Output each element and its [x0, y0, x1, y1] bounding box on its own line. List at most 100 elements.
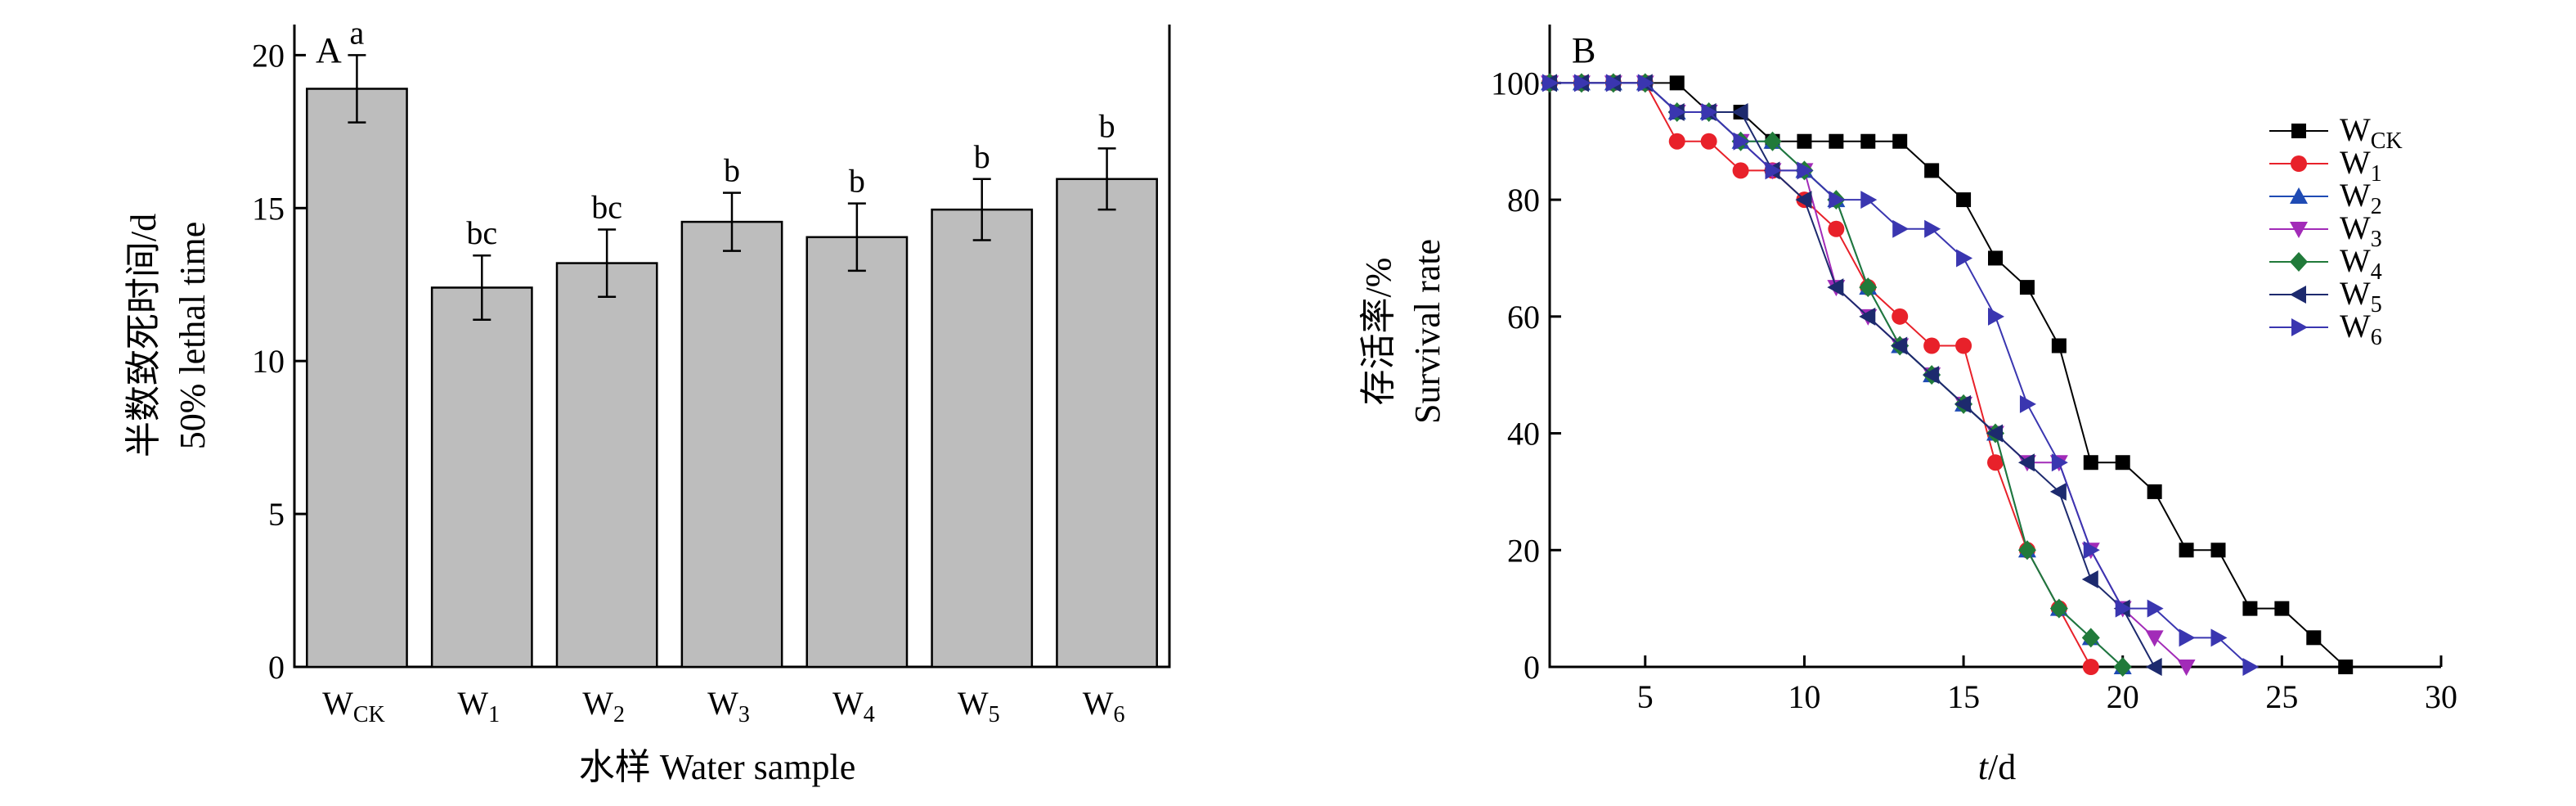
legend-label-W5-sub: 5 [2371, 292, 2382, 317]
x-tick-label-a-W4-sub: 4 [864, 702, 875, 727]
point-WCK-14 [1988, 250, 2003, 266]
point-W6-19 [2147, 599, 2164, 618]
legend-label-W4-main: W [2340, 242, 2371, 279]
point-W6-3 [1637, 74, 1654, 92]
point-W1-17 [2082, 659, 2099, 675]
x-tick-label-a-W6-main: W [1083, 685, 1114, 722]
legend-marker-W5 [2290, 286, 2306, 304]
point-W6-10 [1860, 191, 1878, 209]
bar-W6 [1056, 178, 1158, 669]
bar-W3 [680, 220, 783, 669]
point-W6-17 [2083, 541, 2100, 560]
point-WCK-11 [1892, 133, 1908, 149]
x-tick-label-a-W5-sub: 5 [989, 702, 1000, 727]
x-tick-label-b-5: 5 [1637, 678, 1654, 715]
point-W4-16 [2049, 598, 2068, 619]
point-W5-17 [2081, 570, 2098, 588]
point-W5-9 [1827, 278, 1844, 297]
point-W6-11 [1892, 219, 1910, 238]
legend-label-W3-sub: 3 [2371, 227, 2382, 252]
x-tick-label-a-W3: W3 [707, 685, 750, 727]
x-tick-label-a-W6-sub: 6 [1113, 702, 1124, 727]
point-W6-22 [2242, 658, 2260, 676]
significance-label-W3: b [724, 152, 740, 189]
point-WCK-23 [2274, 601, 2290, 616]
x-axis-title-b-italic: t [1978, 747, 1990, 787]
legend-label-W6: W6 [2340, 308, 2382, 350]
legend-label-WCK-sub: CK [2371, 128, 2403, 154]
point-WCK-21 [2210, 543, 2226, 558]
x-tick-label-a-WCK-main: W [322, 685, 353, 722]
point-W1-11 [1892, 308, 1909, 325]
legend-marker-WCK [2291, 124, 2306, 138]
bar-W1 [430, 286, 533, 669]
point-WCK-8 [1797, 133, 1812, 149]
legend-label-W3-main: W [2340, 209, 2371, 246]
y-tick-label-a-20: 20 [252, 37, 285, 74]
legend-label-W5-main: W [2340, 275, 2371, 312]
line-chart-panel-b: B 存活率/% Survival rate t/d 0 20 40 60 80 100 5 1… [1358, 25, 2457, 787]
y-axis-title-en-b: Survival rate [1407, 239, 1447, 424]
point-W3-20 [2177, 660, 2196, 676]
point-W6-5 [1701, 103, 1718, 122]
legend-marker-W6 [2291, 318, 2308, 336]
point-W5-11 [1891, 336, 1908, 355]
x-tick-label-a-W3-main: W [707, 685, 738, 722]
x-tick-label-a-W6: W6 [1083, 685, 1125, 727]
legend-label-W4-sub: 4 [2371, 259, 2382, 285]
point-W5-10 [1859, 307, 1876, 326]
point-W6-18 [2115, 599, 2132, 618]
legend-label-W6-sub: 6 [2371, 325, 2382, 350]
point-W6-4 [1669, 103, 1686, 122]
y-tick-label-b-20: 20 [1507, 532, 1540, 569]
point-W1-4 [1668, 133, 1685, 150]
point-WCK-25 [2338, 660, 2354, 674]
point-W6-14 [1988, 307, 2004, 326]
x-tick-label-b-15: 15 [1947, 678, 1980, 715]
panel-label-a: A [316, 30, 342, 70]
point-W4-18 [2113, 657, 2132, 677]
x-tick-label-a-W1-sub: 1 [488, 702, 500, 727]
x-tick-label-a-W5: W5 [958, 685, 1000, 727]
x-tick-label-a-W1-main: W [457, 685, 488, 722]
x-tick-label-a-W4: W4 [832, 685, 875, 727]
point-W5-12 [1923, 366, 1940, 385]
point-WCK-18 [2115, 455, 2130, 471]
point-W5-19 [2145, 658, 2162, 676]
point-W4-15 [2017, 540, 2036, 561]
point-W5-6 [1731, 103, 1748, 122]
series-line-WCK [1550, 82, 2346, 668]
x-tick-label-b-25: 25 [2265, 678, 2298, 715]
y-tick-label-a-0: 0 [268, 649, 285, 686]
significance-label-W2: bc [591, 188, 622, 225]
legend-label-W1: W1 [2340, 144, 2382, 187]
legend-label-W6-main: W [2340, 308, 2371, 344]
y-axis-title-cn-a: 半数致死时间/d [123, 214, 164, 457]
x-axis-title-b-unit: /d [1988, 747, 2016, 787]
y-tick-label-a-15: 15 [252, 190, 285, 227]
point-W4-7 [1763, 131, 1782, 151]
x-tick-label-b-30: 30 [2425, 678, 2457, 715]
point-W6-9 [1829, 191, 1846, 209]
point-W6-8 [1797, 161, 1814, 180]
legend-label-W2: W2 [2340, 177, 2382, 219]
point-WCK-12 [1924, 163, 1940, 178]
x-tick-label-a-WCK: WCK [322, 685, 385, 727]
point-W1-12 [1923, 337, 1941, 354]
series-line-W4 [1550, 82, 2124, 668]
x-tick-label-a-WCK-sub: CK [353, 702, 385, 727]
point-WCK-17 [2083, 455, 2098, 471]
y-tick-label-a-5: 5 [268, 496, 285, 533]
point-WCK-13 [1956, 192, 1972, 208]
legend-marker-W1 [2291, 155, 2307, 172]
point-W1-9 [1828, 220, 1845, 237]
point-W1-14 [1987, 454, 2004, 471]
point-W5-15 [2017, 453, 2035, 472]
legend-label-W5: W5 [2340, 275, 2382, 317]
legend-label-WCK-main: W [2340, 111, 2371, 148]
series-line-W5 [1550, 82, 2156, 668]
point-W6-2 [1605, 74, 1622, 92]
legend-marker-W2 [2290, 187, 2308, 204]
